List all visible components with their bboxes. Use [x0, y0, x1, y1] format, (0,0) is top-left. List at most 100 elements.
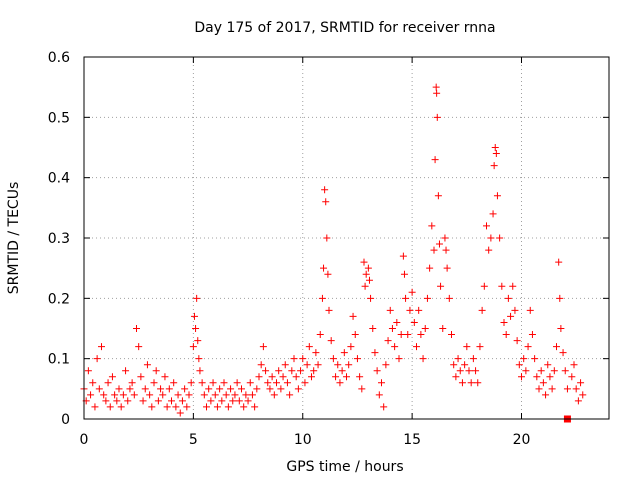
data-point — [485, 246, 493, 254]
data-point — [364, 264, 372, 272]
data-point — [423, 294, 431, 302]
data-point — [303, 361, 311, 369]
data-point — [301, 379, 309, 387]
data-point — [382, 361, 390, 369]
data-point — [122, 367, 130, 375]
data-point — [456, 367, 464, 375]
data-point — [542, 391, 550, 399]
data-point — [334, 361, 342, 369]
data-point — [399, 252, 407, 260]
data-point — [400, 270, 408, 278]
data-point — [222, 391, 230, 399]
data-point — [195, 355, 203, 363]
data-point — [327, 337, 335, 345]
data-point — [233, 379, 241, 387]
data-point — [324, 270, 332, 278]
data-point — [170, 379, 178, 387]
data-point — [231, 391, 239, 399]
data-point — [84, 367, 92, 375]
data-point — [193, 294, 201, 302]
data-point — [461, 361, 469, 369]
data-point — [356, 373, 364, 381]
data-point — [426, 264, 434, 272]
data-point — [104, 379, 112, 387]
data-point — [183, 403, 191, 411]
data-point — [187, 379, 195, 387]
data-point — [211, 391, 219, 399]
data-point — [472, 367, 480, 375]
data-point — [568, 373, 576, 381]
data-point — [402, 294, 410, 302]
data-point — [163, 403, 171, 411]
data-point — [361, 282, 369, 290]
data-point — [378, 379, 385, 387]
data-point — [397, 331, 405, 339]
y-tick-label: 0.6 — [48, 50, 70, 66]
grid-layer — [84, 57, 609, 419]
data-point — [561, 367, 569, 375]
data-point — [329, 355, 337, 363]
data-point — [504, 294, 512, 302]
data-point — [305, 343, 313, 351]
data-point — [574, 397, 582, 405]
data-point — [404, 331, 412, 339]
data-point — [343, 373, 350, 381]
data-point — [126, 385, 134, 393]
data-point — [251, 403, 259, 411]
y-tick-label: 0.2 — [48, 291, 70, 307]
data-point — [452, 373, 460, 381]
data-point — [373, 367, 381, 375]
data-point — [139, 397, 147, 405]
data-point — [185, 391, 193, 399]
data-point — [286, 391, 294, 399]
data-point — [218, 397, 226, 405]
data-point — [275, 367, 283, 375]
data-point — [419, 355, 427, 363]
data-point — [294, 385, 302, 393]
data-point — [515, 361, 523, 369]
data-point — [198, 379, 206, 387]
data-point — [288, 367, 296, 375]
x-tick-label: 20 — [513, 432, 531, 448]
data-point — [410, 318, 418, 326]
data-point — [189, 343, 197, 351]
data-point — [544, 361, 552, 369]
data-point — [507, 312, 515, 320]
data-point — [323, 234, 331, 242]
data-point — [433, 113, 441, 121]
y-tick-label: 0.1 — [48, 352, 70, 368]
data-point — [213, 403, 221, 411]
x-tick-label: 5 — [189, 432, 198, 448]
data-point — [491, 144, 499, 151]
data-point — [537, 367, 545, 375]
data-point — [115, 385, 123, 393]
data-point — [325, 306, 333, 314]
data-point — [310, 367, 318, 375]
data-point — [474, 379, 482, 387]
data-point — [522, 367, 530, 375]
data-point — [102, 397, 110, 405]
data-point — [509, 282, 517, 290]
x-tick-label: 15 — [403, 432, 421, 448]
data-point — [168, 397, 175, 405]
data-point — [572, 385, 580, 393]
data-point — [130, 391, 138, 399]
data-point — [469, 355, 477, 363]
data-point — [87, 391, 95, 399]
data-point — [297, 367, 305, 375]
data-point — [318, 294, 326, 302]
data-point — [207, 397, 215, 405]
data-point — [321, 186, 329, 194]
data-point — [465, 367, 473, 375]
data-point — [200, 391, 208, 399]
data-point — [478, 306, 486, 314]
x-tick-label: 10 — [294, 432, 312, 448]
data-point — [555, 258, 563, 266]
data-point — [257, 361, 265, 369]
data-point — [196, 367, 204, 375]
data-point — [556, 294, 564, 302]
data-point — [415, 306, 423, 314]
data-point — [290, 355, 298, 363]
data-point — [224, 403, 232, 411]
